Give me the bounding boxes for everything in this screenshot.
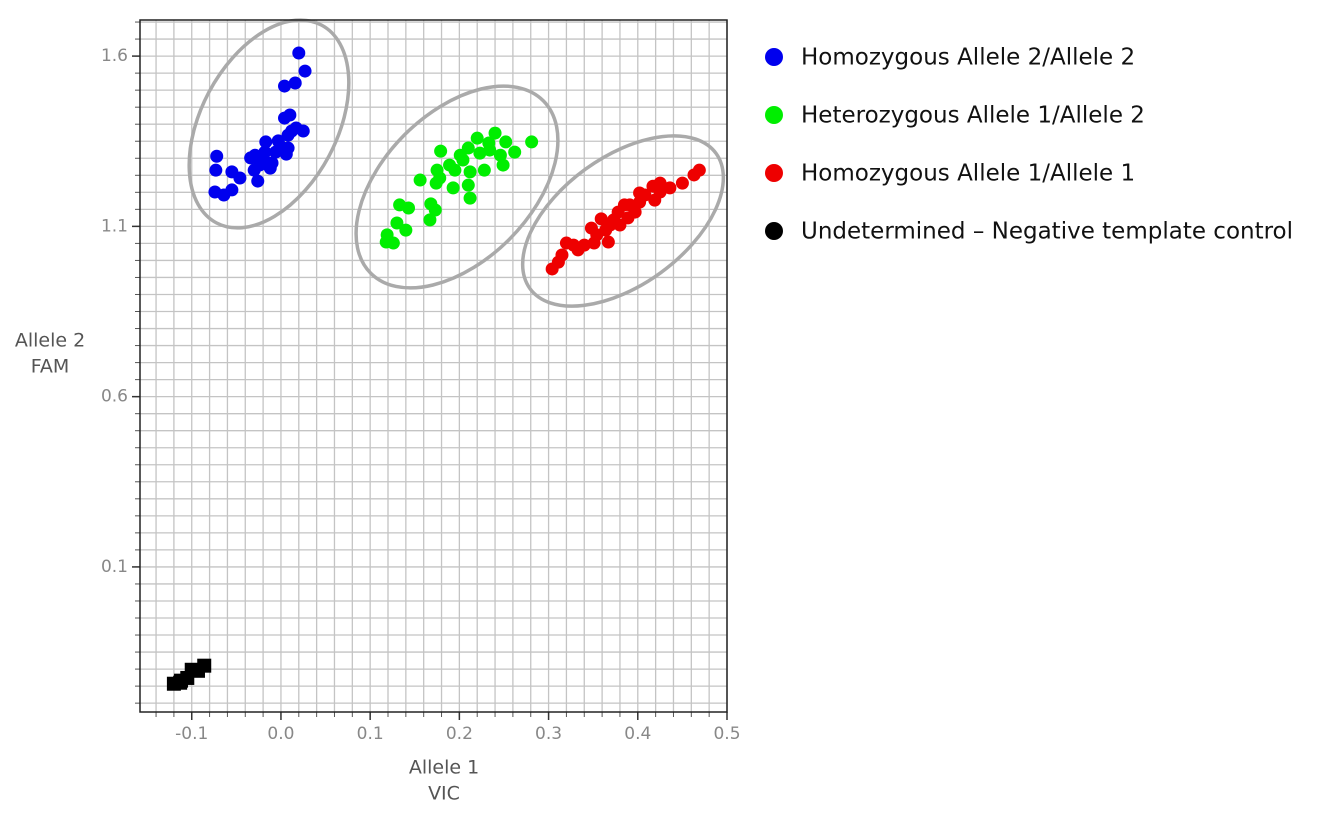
point — [687, 168, 701, 182]
point — [278, 111, 292, 125]
point — [413, 173, 427, 187]
point — [423, 213, 437, 227]
point — [463, 165, 477, 179]
point — [288, 76, 302, 90]
legend-marker — [765, 48, 783, 66]
grid — [132, 20, 728, 720]
point — [434, 144, 448, 158]
point — [173, 675, 188, 690]
point — [244, 151, 258, 165]
legend: Homozygous Allele 2/Allele 2 Heterozygous… — [765, 45, 1293, 245]
point — [496, 158, 510, 172]
legend-label: Undetermined – Negative template control — [801, 219, 1293, 245]
point — [653, 176, 667, 190]
point — [463, 191, 477, 205]
x-tick-label: 0.5 — [713, 724, 740, 744]
point — [402, 201, 416, 215]
point — [675, 176, 689, 190]
x-tick-label: -0.1 — [175, 724, 208, 744]
x-tick-label: 0.3 — [535, 724, 562, 744]
point — [399, 223, 413, 237]
point — [259, 135, 273, 149]
point — [587, 236, 601, 250]
point — [545, 262, 559, 276]
point — [488, 126, 502, 140]
point — [470, 131, 484, 145]
point — [483, 143, 497, 157]
cluster-ellipse — [520, 134, 726, 308]
legend-label: Heterozygous Allele 1/Allele 2 — [801, 103, 1145, 129]
legend-marker — [765, 106, 783, 124]
point — [499, 135, 513, 149]
point — [233, 171, 247, 185]
point — [379, 235, 393, 249]
point — [428, 203, 442, 217]
y-tick-label: 0.1 — [101, 557, 128, 577]
point — [289, 121, 303, 135]
point — [429, 176, 443, 190]
point — [601, 235, 615, 249]
points — [166, 46, 706, 691]
x-axis-label: Allele 1 — [409, 757, 479, 779]
x-tick-label: 0.0 — [267, 724, 294, 744]
y-tick-label: 1.1 — [101, 216, 128, 236]
point — [508, 145, 522, 159]
cluster-outlines — [187, 18, 726, 308]
point — [559, 236, 573, 250]
point — [263, 161, 277, 175]
point — [298, 64, 312, 78]
point — [292, 46, 306, 60]
point — [633, 186, 647, 200]
y-tick-label: 0.6 — [101, 387, 128, 407]
point — [461, 178, 475, 192]
point — [273, 139, 287, 153]
point — [473, 146, 487, 160]
cluster-ellipse — [187, 18, 351, 230]
point — [446, 181, 460, 195]
cluster-ellipse — [354, 84, 560, 290]
point — [456, 153, 470, 167]
point — [278, 79, 292, 93]
point — [663, 181, 677, 195]
plot-frame — [139, 19, 728, 713]
x-axis-label: VIC — [428, 783, 460, 805]
point — [613, 218, 627, 232]
point — [633, 195, 647, 209]
point — [210, 149, 224, 163]
x-tick-label: 0.1 — [357, 724, 384, 744]
point — [477, 163, 491, 177]
point — [648, 193, 662, 207]
legend-marker — [765, 222, 783, 240]
point — [493, 148, 507, 162]
x-tick-label: 0.2 — [446, 724, 473, 744]
legend-marker — [765, 164, 783, 182]
y-axis-label: FAM — [31, 356, 70, 378]
legend-label: Homozygous Allele 1/Allele 1 — [801, 161, 1135, 187]
legend-label: Homozygous Allele 2/Allele 2 — [801, 45, 1135, 71]
point — [184, 662, 199, 677]
x-tick-label: 0.4 — [624, 724, 651, 744]
point — [448, 163, 462, 177]
y-tick-label: 1.6 — [101, 46, 128, 66]
point — [390, 216, 404, 230]
point — [209, 163, 223, 177]
point — [251, 174, 265, 188]
y-axis-label: Allele 2 — [15, 330, 85, 352]
point — [594, 212, 608, 226]
point — [225, 183, 239, 197]
point — [525, 135, 539, 149]
point — [571, 243, 585, 257]
point — [247, 163, 261, 177]
